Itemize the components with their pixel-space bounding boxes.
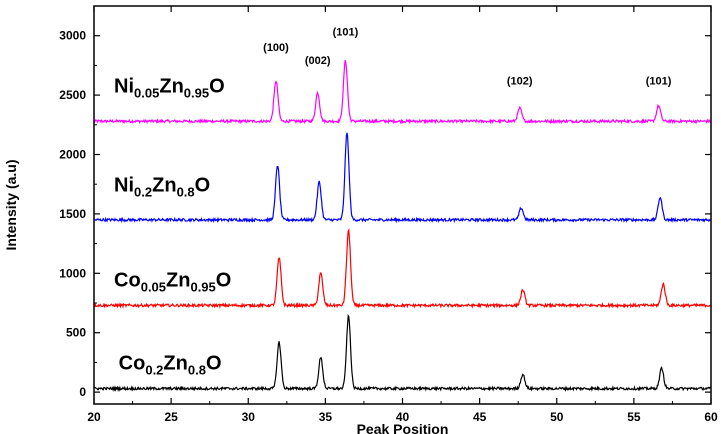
series-label: Co0.2Zn0.8O <box>119 353 222 378</box>
series-line-2 <box>93 227 712 310</box>
series-label: Ni0.05Zn0.95O <box>114 76 225 101</box>
axes: 20 25 30 35 40 45 50 55 60 0 500 1000 1500 2000 2500 30… <box>59 5 718 424</box>
peak-label: (101) <box>333 27 359 39</box>
y-tick-label: 2000 <box>59 148 86 162</box>
x-tick-label: 40 <box>396 410 410 424</box>
y-axis-title: Intensity (a.u) <box>3 159 19 250</box>
x-tick-label: 50 <box>550 410 564 424</box>
y-tick-label: 0 <box>79 385 86 399</box>
y-tick-label: 2500 <box>59 88 86 102</box>
peak-label: (102) <box>507 75 533 87</box>
x-tick-label: 35 <box>319 410 333 424</box>
y-tick-label: 3000 <box>59 29 86 43</box>
x-tick-label: 60 <box>704 410 718 424</box>
series-line-0 <box>93 60 712 125</box>
series-label: Ni0.2Zn0.8O <box>114 174 210 199</box>
y-tick-label: 500 <box>66 326 86 340</box>
x-tick-label: 55 <box>627 410 641 424</box>
series-labels: Ni0.05Zn0.95O Ni0.2Zn0.8O Co0.05Zn0.95O Co0… <box>114 76 231 378</box>
series-lines <box>93 60 712 392</box>
series-line-3 <box>93 313 712 392</box>
peak-annotations: (100) (002) (101) (102) (101) <box>263 27 672 88</box>
y-tick-label: 1500 <box>59 207 86 221</box>
x-tick-label: 20 <box>87 410 101 424</box>
x-axis-title: Peak Position <box>357 421 449 434</box>
y-tick-label: 1000 <box>59 266 86 280</box>
peak-label: (100) <box>263 42 289 54</box>
plot-frame <box>93 5 712 405</box>
series-line-1 <box>93 132 712 224</box>
x-tick-label: 25 <box>164 410 178 424</box>
x-tick-label: 30 <box>242 410 256 424</box>
series-label: Co0.05Zn0.95O <box>114 269 231 294</box>
peak-label: (002) <box>305 55 331 67</box>
peak-label: (101) <box>646 75 672 87</box>
x-tick-label: 45 <box>473 410 487 424</box>
